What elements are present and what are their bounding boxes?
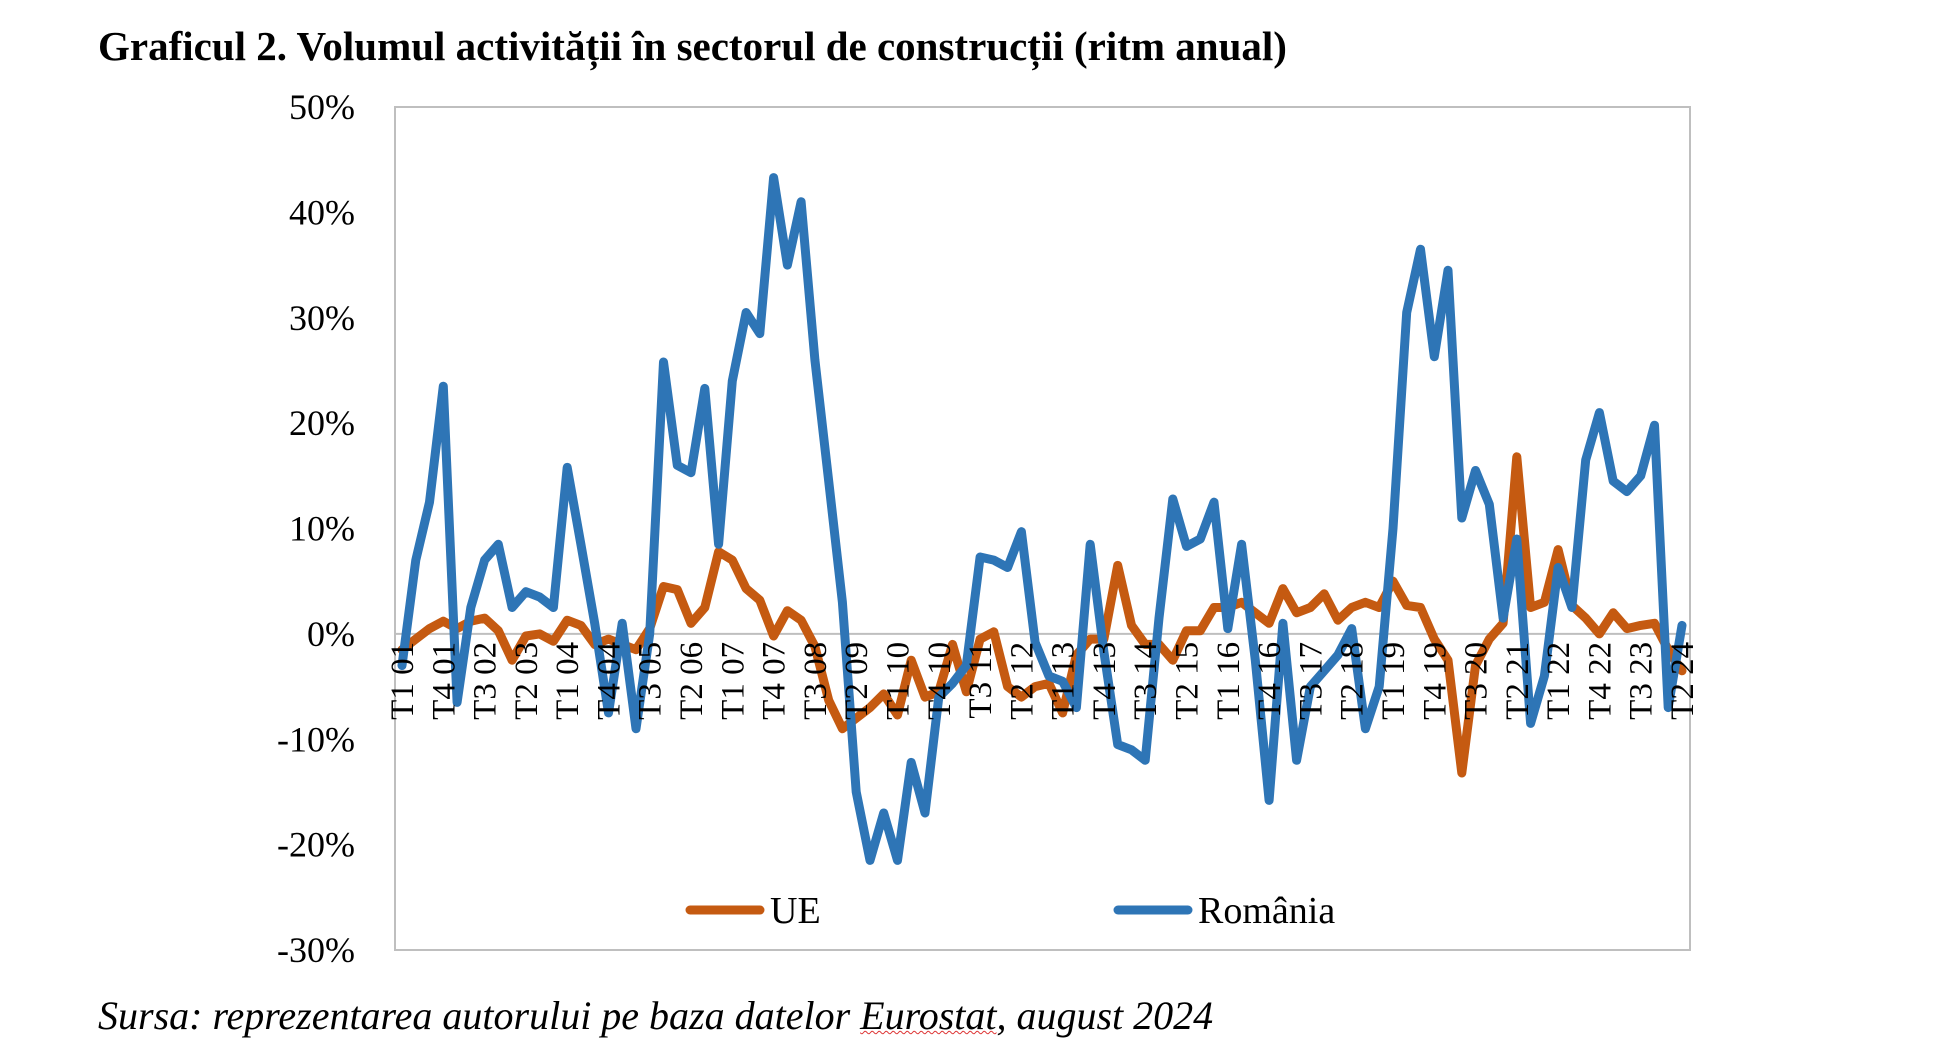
x-tick-label: T3 14	[1128, 642, 1164, 720]
x-tick-label: T3 02	[468, 642, 504, 720]
y-tick-label: -20%	[277, 825, 355, 865]
y-axis-ticks: 50% 40% 30% 20% 10% 0% -10% -20% -30%	[277, 87, 355, 970]
legend: UE România	[685, 890, 1335, 932]
x-tick-label: T2 24	[1665, 642, 1701, 720]
x-tick-label: T4 07	[757, 642, 793, 720]
plot-area-border	[394, 106, 1691, 951]
y-tick-label: 20%	[289, 403, 355, 443]
x-tick-label: T1 13	[1046, 642, 1082, 720]
x-tick-label: T1 16	[1211, 642, 1247, 720]
x-tick-label: T2 09	[839, 642, 875, 720]
legend-label-romania: România	[1198, 890, 1335, 932]
x-tick-label: T1 19	[1376, 642, 1412, 720]
series-line-romania	[397, 173, 1687, 865]
y-tick-label: 10%	[289, 509, 355, 549]
y-tick-label: 30%	[289, 298, 355, 338]
chart-source: Sursa: reprezentarea autorului pe baza d…	[98, 992, 1213, 1039]
x-tick-label: T4 01	[426, 642, 462, 720]
x-tick-label: T1 07	[715, 642, 751, 720]
x-tick-label: T3 20	[1459, 642, 1495, 720]
source-eurostat: Eurostat	[860, 993, 997, 1038]
x-tick-label: T4 10	[922, 642, 958, 720]
x-tick-label: T3 08	[798, 642, 834, 720]
chart-title: Graficul 2. Volumul activității în secto…	[98, 23, 1287, 69]
x-tick-label: T2 12	[1004, 642, 1040, 720]
x-tick-label: T2 21	[1500, 642, 1536, 720]
x-tick-label: T3 23	[1624, 642, 1660, 720]
y-tick-label: -10%	[277, 719, 355, 759]
series-lines	[397, 173, 1687, 865]
x-tick-label: T3 05	[633, 642, 669, 720]
y-tick-label: 0%	[307, 614, 355, 654]
x-tick-label: T2 18	[1335, 642, 1371, 720]
x-tick-label: T1 01	[385, 642, 421, 720]
x-tick-label: T1 22	[1541, 642, 1577, 720]
x-tick-label: T2 06	[674, 642, 710, 720]
x-tick-label: T4 16	[1252, 642, 1288, 720]
x-tick-label: T1 10	[881, 642, 917, 720]
x-axis-ticks: T1 01 T4 01 T3 02 T2 03 T1 04 T4 04 T3 05 T2 06…	[385, 642, 1701, 720]
y-tick-label: -30%	[277, 930, 355, 970]
source-prefix: Sursa: reprezentarea autorului pe baza d…	[98, 993, 861, 1038]
x-tick-label: T2 15	[1170, 642, 1206, 720]
x-tick-label: T4 22	[1582, 642, 1618, 720]
x-tick-label: T4 13	[1087, 642, 1123, 720]
x-tick-label: T3 17	[1293, 642, 1329, 720]
source-suffix: , august 2024	[996, 993, 1214, 1038]
x-tick-label: T2 03	[509, 642, 545, 720]
x-tick-label: T3 11	[963, 642, 999, 719]
legend-label-ue: UE	[770, 890, 821, 932]
y-tick-label: 50%	[289, 87, 355, 127]
x-tick-label: T4 04	[592, 642, 628, 720]
y-tick-label: 40%	[289, 192, 355, 232]
x-tick-label: T4 19	[1417, 642, 1453, 720]
x-tick-label: T1 04	[550, 642, 586, 720]
